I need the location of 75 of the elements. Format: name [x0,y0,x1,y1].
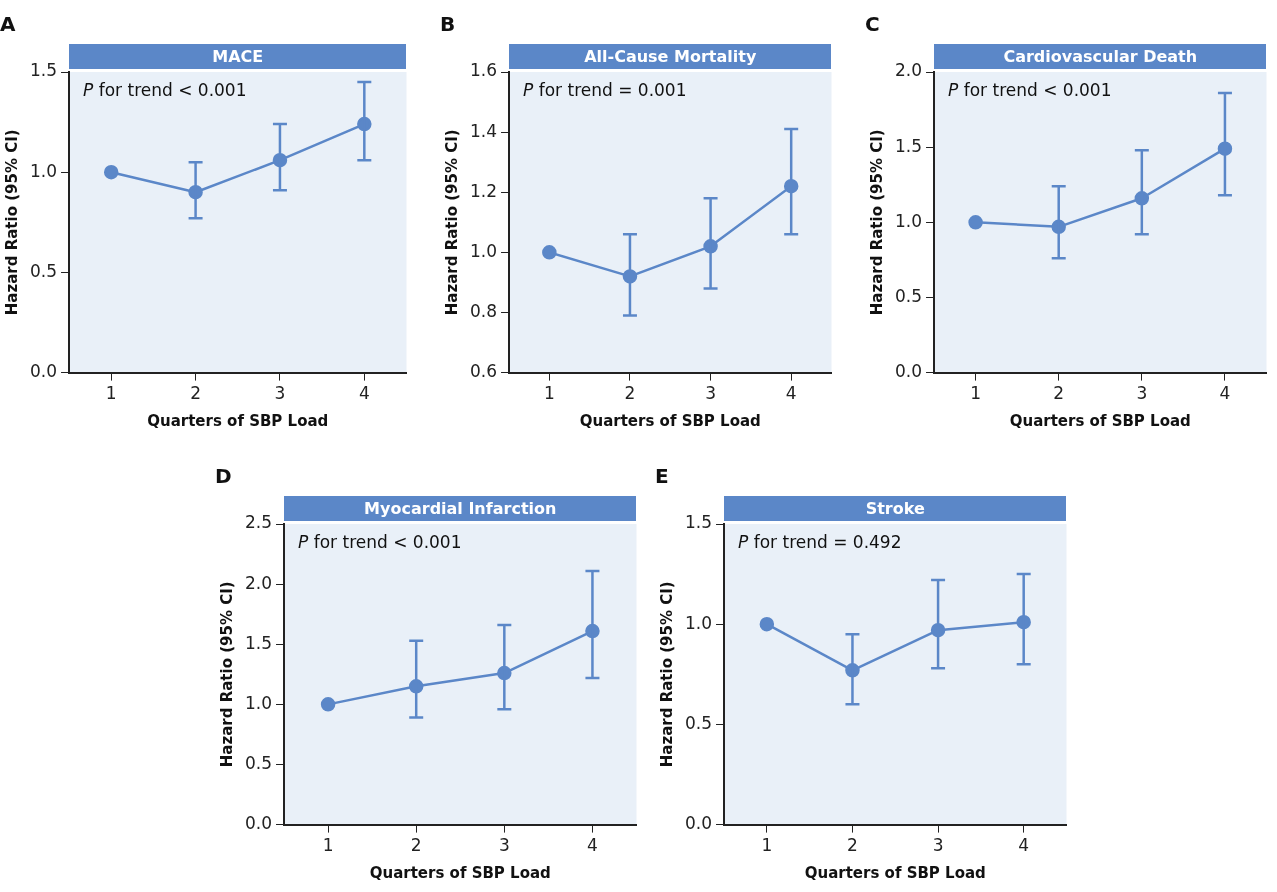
x-tick-label: 1 [543,383,555,404]
y-tick-label: 2.0 [244,572,273,593]
x-tick-label: 3 [1136,383,1148,404]
y-tick-label: 0.8 [469,300,498,321]
chart-title: Stroke [724,496,1067,521]
annotation: P for trend = 0.001 [523,80,687,100]
x-tick-label: 3 [274,383,286,404]
point [542,245,557,260]
text: B [440,12,456,36]
text: C [865,12,880,36]
text: D [215,464,232,488]
y-tick-label: 0.0 [244,813,273,834]
y-axis-title: Hazard Ratio (95% CI) [867,129,886,316]
text: E [655,464,669,488]
x-tick-label: 1 [105,383,117,404]
text: A [0,12,16,36]
x-axis-title: Quarters of SBP Load [147,411,329,430]
chart-title: All-Cause Mortality [509,44,832,69]
point [320,697,336,712]
y-tick-label: 1.5 [894,135,923,156]
x-tick-label: 2 [847,835,858,856]
y-tick-label: 1.5 [684,512,713,533]
y-tick-label: 1.0 [684,612,713,633]
annotation: P for trend < 0.001 [948,80,1112,100]
x-tick-label: 2 [1053,383,1065,404]
x-tick-label: 3 [498,835,510,856]
y-tick-label: 0.5 [894,285,923,306]
x-tick-label: 4 [1018,835,1030,856]
x-axis-title: Quarters of SBP Load [579,411,761,430]
x-axis-title: Quarters of SBP Load [1009,411,1191,430]
y-tick-label: 0.6 [469,361,498,382]
chart-title: MACE [69,44,407,69]
y-axis-title: Hazard Ratio (95% CI) [442,129,461,316]
y-tick-label: 1.0 [469,240,498,261]
y-axis-title: Hazard Ratio (95% CI) [2,129,21,316]
y-tick-label: 1.0 [244,692,273,713]
y-tick-label: 0.5 [29,260,58,281]
x-axis-title: Quarters of SBP Load [369,863,551,882]
x-tick-label: 2 [624,383,636,404]
x-tick-label: 4 [587,835,598,856]
y-tick-label: 1.6 [469,60,498,81]
x-tick-label: 1 [322,835,334,856]
y-axis-title: Hazard Ratio (95% CI) [657,581,676,768]
y-tick-label: 0.5 [244,752,273,773]
annotation: P for trend = 0.492 [738,532,902,552]
x-tick-label: 1 [970,383,982,404]
y-tick-label: 1.4 [469,120,498,141]
y-tick-label: 2.5 [244,512,273,533]
y-tick-label: 2.0 [894,60,923,81]
annotation: P for trend < 0.001 [83,80,247,100]
x-axis-title: Quarters of SBP Load [804,863,986,882]
y-tick-label: 1.0 [894,210,923,231]
point [759,616,775,632]
chart-title: Cardiovascular Death [934,44,1267,69]
x-tick-label: 2 [190,383,201,404]
y-tick-label: 0.5 [684,712,713,733]
x-tick-label: 2 [410,835,422,856]
x-tick-label: 3 [705,383,716,404]
y-tick-label: 0.0 [684,813,713,834]
x-tick-label: 4 [358,383,370,404]
annotation: P for trend < 0.001 [298,532,462,552]
y-tick-label: 0.0 [29,361,58,382]
y-axis-title: Hazard Ratio (95% CI) [217,581,236,768]
y-tick-label: 0.0 [894,361,923,382]
x-tick-label: 3 [932,835,944,856]
x-tick-label: 4 [785,383,797,404]
chart-title: Myocardial Infarction [284,496,637,521]
y-tick-label: 1.5 [244,632,273,653]
point [103,164,119,180]
point [968,215,983,230]
y-tick-label: 1.2 [469,180,498,201]
x-tick-label: 1 [761,835,773,856]
y-tick-label: 1.5 [29,60,58,81]
x-tick-label: 4 [1219,383,1231,404]
y-tick-label: 1.0 [29,160,58,181]
